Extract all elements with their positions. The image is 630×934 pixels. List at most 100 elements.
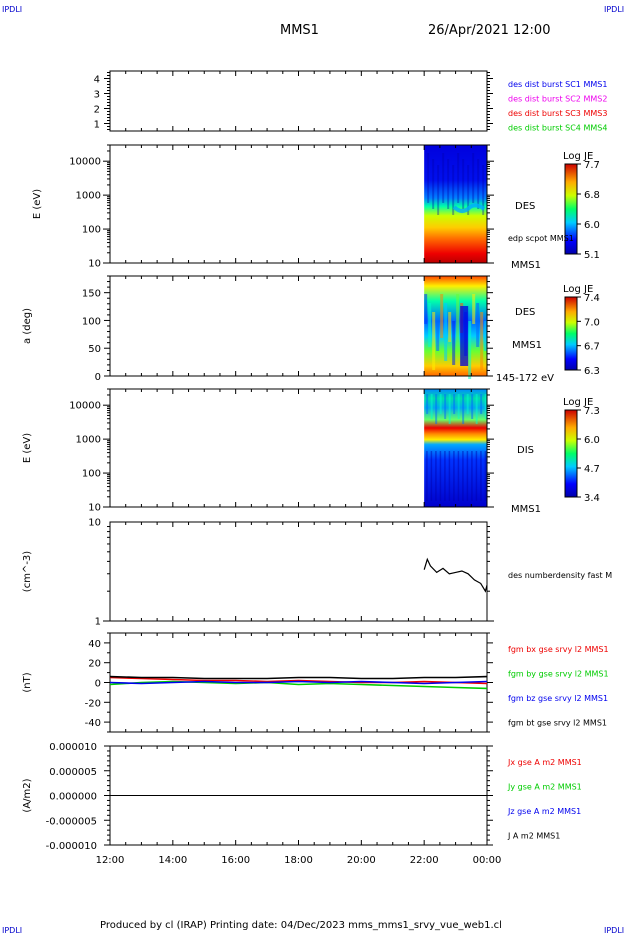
panel-dis-e-texture	[466, 394, 469, 414]
panel-bfield-ytick-label: 20	[88, 659, 101, 670]
panel-current-xtick-label: 16:00	[221, 855, 250, 866]
panel-dis-e-texture	[435, 394, 438, 424]
panel-dis-e-ytick-label: 10000	[69, 401, 101, 412]
panel-dis-e-colorbar-label: 4.7	[584, 464, 600, 475]
panel-dis-e-texture	[448, 451, 451, 501]
panel-bfield-ytick-label: -20	[85, 698, 101, 709]
panel-des-pa-feature	[460, 306, 469, 366]
panel-des-e-feature	[452, 203, 486, 213]
panel-dis-e-texture	[444, 394, 447, 419]
panel-dis-e-colorbar-title: Log JE	[563, 397, 593, 408]
panel-dis-e-texture	[480, 451, 482, 501]
panel-bfield-series-1	[109, 676, 488, 685]
datetime-title: 26/Apr/2021 12:00	[428, 23, 550, 38]
panel-des-e-texture	[467, 165, 470, 215]
panel-density-legend: des numberdensity fast M	[508, 571, 612, 580]
panel-des-pa-texture	[476, 303, 480, 347]
panel-des-pa-ytick-label: 100	[82, 316, 101, 327]
panel-des-pa-texture	[480, 312, 484, 370]
panel-des-pa-ytick-label: 0	[95, 372, 101, 383]
panel-des-e-texture	[477, 159, 480, 209]
panel-des-e-label-des: DES	[515, 201, 535, 212]
panel-density-ytick-label: 10	[88, 518, 101, 529]
panel-dis-e-texture	[439, 394, 442, 414]
panel-bfield-legend-1: fgm bx gse srvy l2 MMS1	[508, 645, 609, 654]
panel-density-ytick-label: 1	[95, 617, 101, 628]
panel-des-pa-texture	[440, 294, 444, 338]
panel-dis-e-texture	[453, 394, 456, 414]
panel-des-e-ytick-label: 1000	[76, 191, 101, 202]
panel-sc-ytick-label: 3	[94, 90, 100, 101]
panel-dis-e-texture	[426, 451, 428, 501]
panel-sc-ytick-label: 1	[94, 120, 100, 131]
panel-sc-ytick-label: 2	[94, 105, 100, 116]
panel-des-pa-texture	[484, 321, 488, 351]
panel-dis-e-texture	[475, 394, 478, 424]
panel-des-e-texture	[457, 153, 460, 203]
panel-des-pa-texture	[472, 294, 476, 324]
panel-current-legend-2: Jy gse A m2 MMS1	[507, 783, 582, 792]
panel-dis-e-texture	[430, 451, 433, 501]
panel-current-ylabel: (A/m2)	[22, 778, 33, 812]
panel-dis-e-texture	[444, 451, 446, 501]
panel-current-xtick-label: 22:00	[410, 855, 439, 866]
panel-des-e-colorbar-title: Log JE	[563, 151, 593, 162]
panel-des-pa-texture	[432, 312, 436, 370]
panel-dis-e-texture	[484, 451, 487, 501]
panel-current-xtick-label: 12:00	[96, 855, 125, 866]
panel-des-e-texture	[452, 165, 455, 215]
panels-group: 4 3 2 1 des dist burst SC1 MMS1 des dist burs…	[22, 70, 612, 866]
panel-dis-e-texture	[475, 451, 478, 501]
panel-current-xtick-label: 14:00	[158, 855, 187, 866]
panel-density-frame	[109, 521, 488, 622]
panel-bfield-ytick-label: 40	[88, 639, 101, 650]
panel-des-e-texture	[437, 165, 440, 215]
panel-des-pa-colorbar-label: 6.3	[584, 366, 600, 377]
panel-bfield-series-3	[109, 680, 488, 685]
panel-dis-e-texture	[466, 451, 469, 501]
panel-bfield-legend-2: fgm by gse srvy l2 MMS1	[508, 670, 609, 679]
panel-current-legend-1: Jx gse A m2 MMS1	[507, 758, 582, 767]
panel-des-pa-texture	[468, 321, 472, 379]
panel-des-pa-colorbar-title: Log JE	[563, 284, 593, 295]
panel-dis-e-colorbar	[564, 409, 578, 498]
panel-des-e-colorbar-label: 6.8	[584, 190, 600, 201]
panel-dis-e-ytick-label: 1000	[76, 435, 101, 446]
panel-current-xtick-label: 00:00	[473, 855, 502, 866]
panel-bfield-ytick-label: 0	[95, 679, 101, 690]
panel-dis-e-colorbar-label: 7.3	[584, 406, 600, 417]
panel-des-pa-texture	[428, 303, 432, 347]
panel-des-pa-ylabel: a (deg)	[22, 308, 33, 344]
panel-dis-e-texture	[471, 451, 473, 501]
panel-des-e-colorbar	[564, 163, 578, 255]
panel-sc-legend-4: des dist burst SC4 MMS4	[508, 124, 607, 133]
panel-dis-e-texture	[430, 394, 433, 419]
panel-des-pa-colorbar-label: 6.7	[584, 342, 600, 353]
footer-corner-left: IPDLI	[2, 926, 22, 934]
panel-des-e-texture	[442, 153, 445, 203]
panel-des-e-colorbar-label: 7.7	[584, 160, 600, 171]
panel-dis-e-texture	[439, 451, 442, 501]
panel-des-pa-colorbar	[564, 296, 578, 371]
panel-current-ytick-label: -0.000005	[46, 816, 97, 827]
panel-des-pa-ytick-label: 50	[88, 344, 101, 355]
panel-current-ytick-label: 0.000010	[49, 742, 97, 753]
panel-des-e-ytick-label: 10000	[69, 157, 101, 168]
panel-sc-legend-1: des dist burst SC1 MMS1	[508, 80, 607, 89]
panel-des-e-texture	[462, 159, 465, 209]
panel-bfield-series-2	[109, 680, 488, 690]
panel-des-e-label-scpot: edp scpot MMS1	[508, 234, 574, 243]
panel-des-pa-texture	[452, 321, 456, 365]
panel-dis-e-colorbar-label: 6.0	[584, 435, 600, 446]
panel-dis-e-texture	[471, 394, 474, 419]
panel-dis-e-texture	[453, 451, 455, 501]
panel-des-pa-label-mms1: MMS1	[512, 340, 542, 351]
panel-des-pa-texture	[436, 321, 440, 351]
panel-des-e-texture	[472, 153, 475, 203]
panel-dis-e-texture	[435, 451, 437, 501]
panel-dis-e-texture	[457, 394, 460, 419]
panel-sc-legend-2: des dist burst SC2 MMS2	[508, 95, 607, 104]
panel-dis-e-texture	[462, 451, 464, 501]
panel-des-pa-ytick-label: 150	[82, 289, 101, 300]
